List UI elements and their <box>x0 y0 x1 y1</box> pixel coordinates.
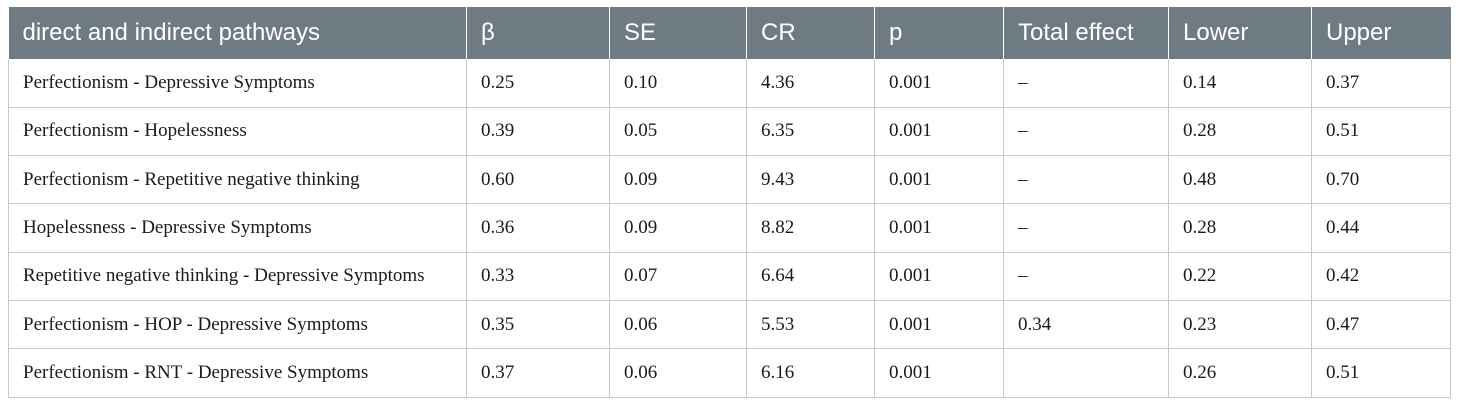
cell-beta: 0.39 <box>466 107 610 157</box>
cell-pathway: Perfectionism - HOP - Depressive Symptom… <box>8 300 467 350</box>
cell-pathway: Perfectionism - Repetitive negative thin… <box>8 155 467 205</box>
cell-p: 0.001 <box>874 348 1004 398</box>
cell-se: 0.07 <box>609 252 747 301</box>
cell-se: 0.05 <box>609 107 747 157</box>
cell-total-effect: – <box>1003 107 1169 157</box>
cell-lower: 0.28 <box>1168 203 1312 253</box>
cell-p: 0.001 <box>874 252 1004 301</box>
cell-beta: 0.37 <box>466 348 610 398</box>
pathways-table: direct and indirect pathways β SE CR p T… <box>8 7 1451 398</box>
header-beta: β <box>466 7 610 59</box>
cell-lower: 0.28 <box>1168 107 1312 157</box>
cell-cr: 4.36 <box>746 59 875 108</box>
cell-cr: 6.35 <box>746 107 875 157</box>
cell-beta: 0.33 <box>466 252 610 301</box>
cell-upper: 0.51 <box>1311 107 1451 157</box>
table-row: Perfectionism - Repetitive negative thin… <box>8 155 1451 205</box>
cell-cr: 9.43 <box>746 155 875 205</box>
table-header: direct and indirect pathways β SE CR p T… <box>8 7 1451 59</box>
header-se: SE <box>609 7 747 59</box>
cell-upper: 0.42 <box>1311 252 1451 301</box>
cell-total-effect: – <box>1003 203 1169 253</box>
cell-p: 0.001 <box>874 155 1004 205</box>
cell-beta: 0.36 <box>466 203 610 253</box>
cell-p: 0.001 <box>874 59 1004 108</box>
cell-pathway: Repetitive negative thinking - Depressiv… <box>8 252 467 301</box>
header-pathways: direct and indirect pathways <box>8 7 467 59</box>
cell-upper: 0.70 <box>1311 155 1451 205</box>
cell-lower: 0.22 <box>1168 252 1312 301</box>
header-upper: Upper <box>1326 19 1392 46</box>
header-p: p <box>874 7 1004 59</box>
cell-cr: 5.53 <box>746 300 875 350</box>
cell-total-effect: – <box>1003 252 1169 301</box>
cell-pathway: Perfectionism - Hopelessness <box>8 107 467 157</box>
table-row: Perfectionism - Depressive Symptoms 0.25… <box>8 59 1451 108</box>
header-total-effect: Total effect <box>1003 7 1169 59</box>
cell-total-effect: – <box>1003 155 1169 205</box>
cell-cr: 6.64 <box>746 252 875 301</box>
cell-lower: 0.23 <box>1168 300 1312 350</box>
header-cr: CR <box>746 7 875 59</box>
table-row: Hopelessness - Depressive Symptoms 0.36 … <box>8 203 1451 253</box>
table-row: Repetitive negative thinking - Depressiv… <box>8 252 1451 301</box>
cell-p: 0.001 <box>874 203 1004 253</box>
cell-upper: 0.51 <box>1311 348 1451 398</box>
table-row: Perfectionism - Hopelessness 0.39 0.05 6… <box>8 107 1451 157</box>
results-table-container: direct and indirect pathways β SE CR p T… <box>8 7 1451 398</box>
cell-beta: 0.35 <box>466 300 610 350</box>
table-body: Perfectionism - Depressive Symptoms 0.25… <box>8 59 1451 398</box>
cell-se: 0.09 <box>609 155 747 205</box>
cell-pathway: Hopelessness - Depressive Symptoms <box>8 203 467 253</box>
cell-lower: 0.14 <box>1168 59 1312 108</box>
cell-se: 0.06 <box>609 300 747 350</box>
cell-upper: 0.37 <box>1311 59 1451 108</box>
cell-p: 0.001 <box>874 107 1004 157</box>
cell-se: 0.06 <box>609 348 747 398</box>
cell-p: 0.001 <box>874 300 1004 350</box>
cell-total-effect: – <box>1003 59 1169 108</box>
cell-cr: 6.16 <box>746 348 875 398</box>
cell-lower: 0.26 <box>1168 348 1312 398</box>
cell-cr: 8.82 <box>746 203 875 253</box>
cell-beta: 0.60 <box>466 155 610 205</box>
cell-upper: 0.47 <box>1311 300 1451 350</box>
table-row: Perfectionism - RNT - Depressive Symptom… <box>8 348 1451 398</box>
cell-pathway: Perfectionism - Depressive Symptoms <box>8 59 467 108</box>
cell-lower: 0.48 <box>1168 155 1312 205</box>
cell-total-effect: 0.34 <box>1003 300 1169 350</box>
cell-se: 0.09 <box>609 203 747 253</box>
cell-total-effect <box>1003 348 1169 398</box>
cell-se: 0.10 <box>609 59 747 108</box>
cell-upper: 0.44 <box>1311 203 1451 253</box>
header-lower: Lower <box>1168 7 1312 59</box>
table-row: Perfectionism - HOP - Depressive Symptom… <box>8 300 1451 350</box>
header-row: direct and indirect pathways β SE CR p T… <box>8 7 1451 59</box>
cell-pathway: Perfectionism - RNT - Depressive Symptom… <box>8 348 467 398</box>
cell-beta: 0.25 <box>466 59 610 108</box>
